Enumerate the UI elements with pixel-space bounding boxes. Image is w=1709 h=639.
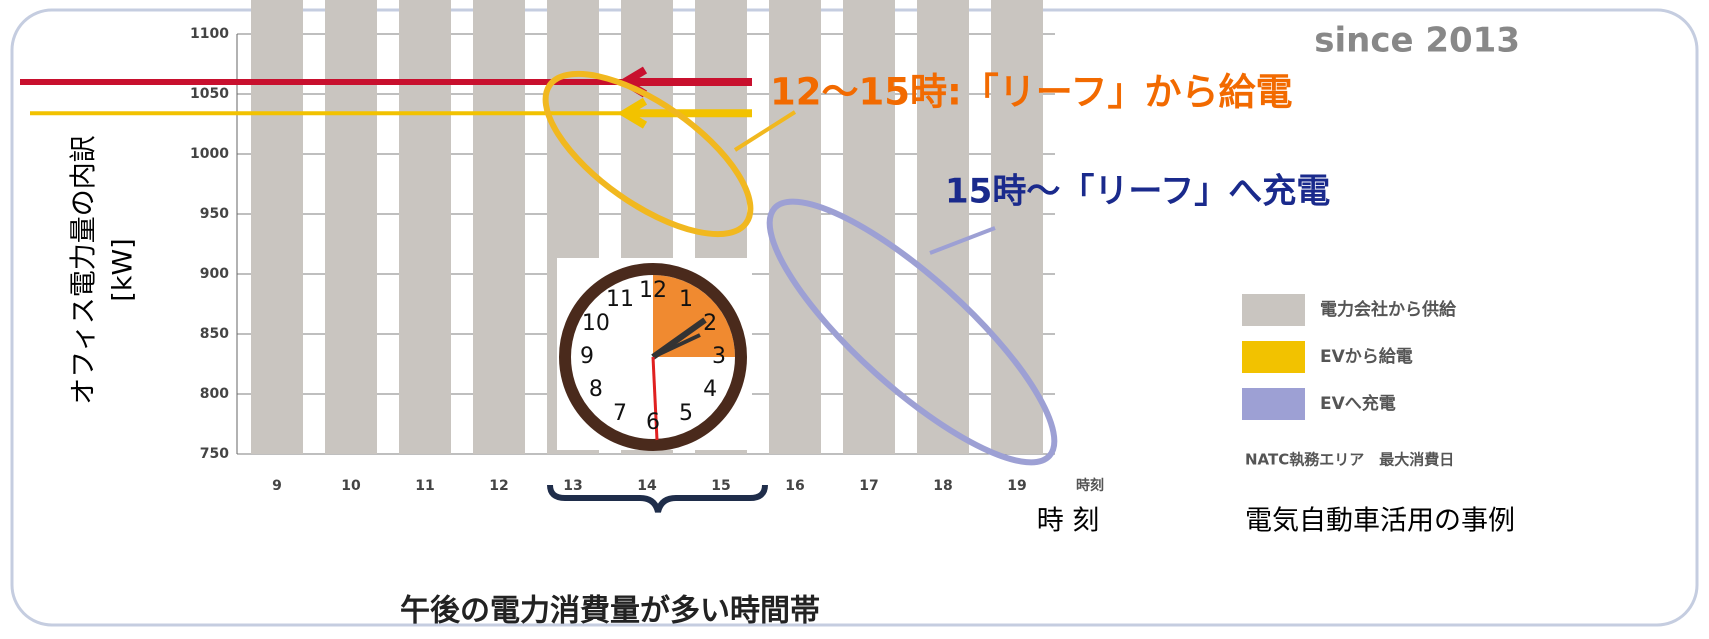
bar-segment bbox=[325, 0, 377, 455]
clock-number: 10 bbox=[582, 311, 610, 336]
bar-segment bbox=[991, 0, 1043, 455]
x-tick-label: 11 bbox=[415, 478, 434, 494]
y-tick-label: 1050 bbox=[190, 86, 229, 102]
clock-number: 8 bbox=[589, 377, 603, 402]
callout-line bbox=[733, 110, 797, 152]
clock-number: 12 bbox=[639, 278, 667, 303]
caption: 電気自動車活用の事例 bbox=[1245, 506, 1515, 537]
x-tick-label: 17 bbox=[859, 478, 878, 494]
y-tick-label: 850 bbox=[200, 326, 229, 342]
legend-note: NATC執務エリア 最大消費日 bbox=[1245, 451, 1454, 469]
clock-number: 7 bbox=[613, 401, 627, 426]
bar-segment bbox=[251, 0, 303, 454]
bar-segment bbox=[843, 0, 895, 454]
bar-segment bbox=[399, 0, 451, 454]
highlight-ellipse bbox=[542, 70, 754, 238]
clock-number: 11 bbox=[606, 287, 634, 312]
y-axis-title: オフィス電力量の内訳 bbox=[69, 135, 100, 404]
bar-segment bbox=[917, 0, 969, 454]
bar-segment bbox=[769, 0, 821, 454]
x-tick-label: 9 bbox=[272, 478, 282, 494]
brace-label: 午後の電力消費量が多い時間帯 bbox=[400, 594, 820, 629]
legend-swatch bbox=[1242, 388, 1305, 420]
clock-number: 1 bbox=[679, 287, 693, 312]
callout-line bbox=[929, 226, 996, 255]
since-label: since 2013 bbox=[1314, 21, 1520, 61]
highlight-ellipse bbox=[766, 198, 1058, 466]
y-tick-label: 1000 bbox=[190, 146, 229, 162]
y-tick-label: 1100 bbox=[190, 26, 229, 42]
legend-label: EVから給電 bbox=[1320, 346, 1413, 367]
x-tick-label: 10 bbox=[341, 478, 361, 494]
plot: 75080085090095010001050110091011121325.6… bbox=[20, 0, 1457, 494]
brace bbox=[547, 484, 768, 513]
clock-hand bbox=[651, 356, 659, 441]
x-axis-small-label: 時刻 bbox=[1076, 477, 1104, 494]
y-tick-label: 900 bbox=[200, 266, 229, 282]
x-tick-label: 14 bbox=[637, 478, 657, 494]
x-tick-label: 19 bbox=[1007, 478, 1026, 494]
clock-number: 5 bbox=[679, 401, 693, 426]
bar-segment bbox=[473, 0, 525, 454]
clock-number: 4 bbox=[703, 377, 717, 402]
clock-quarter bbox=[653, 275, 735, 357]
x-tick-label: 12 bbox=[489, 478, 508, 494]
arrow bbox=[617, 97, 752, 129]
annotation: 12〜15時:「リーフ」から給電 bbox=[770, 71, 1293, 114]
legend-label: 電力会社から供給 bbox=[1320, 299, 1457, 320]
clock-number: 9 bbox=[580, 344, 594, 369]
x-tick-label: 16 bbox=[785, 478, 804, 494]
x-tick-label: 15 bbox=[711, 478, 730, 494]
x-tick-label: 13 bbox=[563, 478, 582, 494]
clock-number: 6 bbox=[646, 410, 660, 435]
clock-number: 2 bbox=[703, 311, 717, 336]
annotation: 15時〜「リーフ」へ充電 bbox=[945, 172, 1330, 212]
legend-swatch bbox=[1242, 341, 1305, 373]
y-tick-label: 950 bbox=[200, 206, 229, 222]
x-tick-label: 18 bbox=[933, 478, 952, 494]
clock-face bbox=[559, 263, 747, 451]
legend-swatch bbox=[1242, 294, 1305, 326]
y-tick-label: 750 bbox=[200, 446, 229, 462]
y-tick-label: 800 bbox=[200, 386, 229, 402]
clock-hand bbox=[652, 333, 701, 359]
clock-number: 3 bbox=[712, 344, 726, 369]
y-axis-unit: [kW] bbox=[108, 238, 139, 301]
legend-label: EVへ充電 bbox=[1320, 393, 1396, 414]
x-axis-title: 時 刻 bbox=[1037, 506, 1100, 537]
